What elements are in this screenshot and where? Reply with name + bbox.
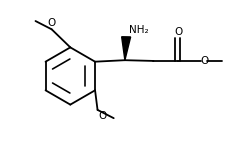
Text: O: O xyxy=(174,27,182,37)
Text: O: O xyxy=(200,56,208,66)
Polygon shape xyxy=(122,37,130,60)
Text: O: O xyxy=(99,111,107,121)
Text: O: O xyxy=(48,18,56,28)
Text: NH₂: NH₂ xyxy=(129,25,149,35)
